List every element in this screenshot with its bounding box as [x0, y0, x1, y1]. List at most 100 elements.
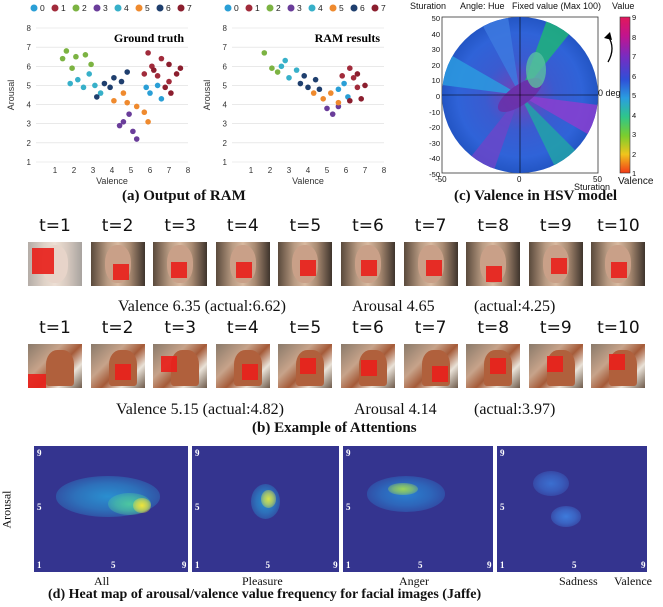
scatter-point-series-6 [305, 84, 311, 91]
scatter-point-series-2 [88, 61, 94, 68]
legend-marker-1 [245, 4, 253, 12]
legend-label-5: 5 [339, 3, 344, 13]
hsv-header-right: Fixed value (Max 100) [512, 1, 602, 11]
scatter-point-series-2 [269, 65, 275, 71]
y-tick-label: 1 [223, 158, 228, 167]
scatter-point-series-6 [301, 73, 307, 79]
x-tick-label: 6 [344, 166, 349, 175]
scatter-point-series-0 [341, 80, 347, 87]
attention-box [611, 262, 628, 278]
legend-marker-0 [224, 4, 232, 12]
y-axis-label: Arousal [202, 80, 212, 111]
legend-label-3: 3 [103, 3, 108, 13]
y-tick-label: 8 [27, 24, 32, 33]
attention-box [32, 248, 54, 274]
heatmap-ytick: 1 [195, 560, 200, 570]
scatter-point-series-4 [286, 74, 292, 81]
scatter-point-series-6 [94, 94, 100, 100]
legend-marker-7 [371, 4, 379, 12]
scatter-point-series-6 [316, 86, 323, 93]
attention-box [161, 356, 178, 372]
attention-frame [90, 344, 145, 388]
caption-b: (b) Example of Attentions [252, 420, 417, 436]
legend-label-7: 7 [381, 3, 386, 13]
y-tick-label: 4 [223, 101, 228, 110]
hsv-ytick: -40 [429, 154, 440, 164]
scatter-point-series-1 [350, 74, 357, 81]
y-axis-label: Arousal [6, 80, 16, 111]
row2-valence: Valence 5.15 (actual:4.82) [116, 401, 284, 418]
scatter-point-series-1 [354, 84, 361, 91]
time-label: t=4 [226, 318, 259, 338]
caption-a: (a) Output of RAM [122, 188, 246, 204]
legend-label-6: 6 [360, 3, 365, 13]
scatter-point-series-6 [118, 78, 125, 85]
y-tick-label: 7 [223, 43, 228, 52]
attention-frame [341, 344, 395, 388]
hsv-ytick: 30 [431, 45, 440, 55]
scatter-point-series-6 [107, 84, 113, 91]
attention-frame [591, 242, 646, 286]
scatter-point-series-4 [67, 80, 73, 87]
hsv-bottom-label: Sturation [574, 182, 611, 192]
hsv-xtick-right: 50 [593, 175, 602, 184]
legend-label-2: 2 [276, 3, 281, 13]
time-label: t=9 [539, 216, 572, 236]
y-tick-label: 6 [223, 62, 228, 71]
heatmap-xtick: 5 [265, 560, 271, 570]
scatter-point-series-7 [347, 97, 353, 104]
hsv-xtick-left: -50 [435, 175, 447, 184]
x-axis-label: Valence [96, 176, 128, 186]
x-tick-label: 4 [306, 166, 311, 175]
attention-box [114, 364, 131, 380]
attention-frame [90, 242, 145, 286]
legend-marker-4 [308, 4, 316, 12]
legend-marker-2 [72, 4, 80, 12]
hsv-ytick: 50 [431, 14, 440, 23]
y-tick-label: 3 [27, 120, 32, 129]
legend-label-2: 2 [82, 3, 87, 13]
legend-label-0: 0 [40, 3, 45, 13]
scatter-point-series-3 [329, 111, 336, 117]
attention-box [241, 364, 258, 380]
scatter-point-series-1 [166, 78, 172, 85]
attention-box [546, 356, 563, 372]
heatmap-label: All [94, 574, 110, 588]
attention-frame [28, 242, 82, 286]
time-label: t=3 [164, 216, 197, 236]
scatter-point-series-2 [73, 53, 79, 60]
scatter-point-series-7 [177, 65, 184, 71]
scatter-point-series-5 [310, 90, 317, 96]
scatter-point-series-3 [116, 122, 123, 129]
attention-box [300, 260, 317, 276]
heatmap-xtick: 9 [641, 560, 646, 570]
y-tick-label: 1 [27, 158, 32, 167]
scatter-point-series-2 [82, 52, 89, 58]
scatter-point-series-2 [69, 65, 75, 71]
scatter-point-series-0 [335, 86, 342, 93]
hsv-ytick: 20 [431, 60, 440, 70]
scatter-point-series-4 [97, 90, 104, 96]
legend-marker-6 [350, 4, 358, 12]
attention-frame [278, 242, 333, 286]
legend-marker-5 [329, 4, 337, 12]
scatter-point-series-7 [358, 96, 364, 102]
row1-valence: Valence 6.35 (actual:6.62) [118, 298, 286, 315]
x-tick-label: 3 [287, 166, 292, 175]
time-label: t=10 [597, 216, 640, 236]
row1-actual: (actual:4.25) [474, 298, 556, 315]
scatter-point-series-5 [120, 90, 127, 96]
attention-frame [153, 242, 208, 286]
caption-d: (d) Heat map of arousal/valence value fr… [48, 587, 482, 602]
attention-frame [278, 344, 333, 388]
legend-marker-6 [156, 4, 164, 12]
legend-marker-7 [177, 4, 185, 12]
scatter-point-series-2 [59, 55, 66, 62]
scatter-point-series-5 [111, 97, 117, 104]
attention-box [28, 374, 46, 388]
colorbar-tick: 4 [632, 110, 637, 120]
legend-marker-4 [114, 4, 122, 12]
y-tick-label: 4 [27, 101, 32, 110]
scatter-point-series-0 [154, 82, 161, 89]
panel-b: t=1 t=2 t=3 t=4 t=5 t=6 t=7 t=8 t=9 t=10 Valence … [0, 212, 663, 442]
